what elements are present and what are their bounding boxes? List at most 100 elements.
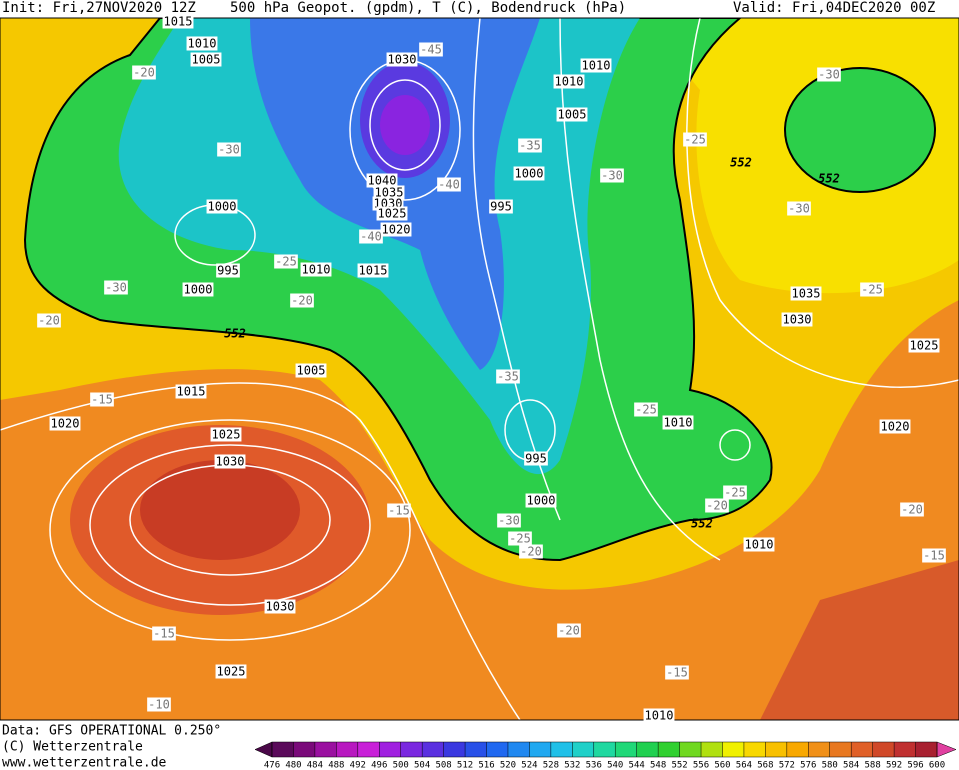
temperature-label-box — [497, 513, 521, 528]
pressure-label: 1035 — [792, 287, 821, 301]
colorbar-segment — [636, 742, 659, 757]
colorbar-tick-label: 512 — [457, 761, 473, 770]
pressure-label-box — [743, 537, 775, 552]
pressure-label: 1030 — [266, 600, 295, 614]
temperature-label: -25 — [684, 133, 706, 147]
temperature-label: -30 — [498, 514, 520, 528]
pressure-label-box — [300, 262, 332, 277]
temperature-label-box — [922, 548, 946, 563]
field-green-east — [784, 67, 936, 193]
pressure-label: 1010 — [745, 538, 774, 552]
temperature-label: -15 — [923, 549, 945, 563]
pressure-label: 1010 — [555, 75, 584, 89]
isobar — [89, 444, 371, 606]
temperature-label: -10 — [148, 698, 170, 712]
isobar — [686, 18, 959, 388]
colorbar-segment — [443, 742, 466, 757]
pressure-label-box — [908, 338, 940, 353]
pressure-label-box — [489, 199, 513, 214]
height-label: 552 — [224, 327, 246, 341]
temperature-label: -15 — [388, 504, 410, 518]
pressure-label: 1010 — [582, 59, 611, 73]
temperature-label-box — [683, 132, 707, 147]
pressure-label-box — [556, 107, 588, 122]
temperature-label: -30 — [788, 202, 810, 216]
pressure-label-box — [781, 312, 813, 327]
isobar — [559, 18, 721, 561]
pressure-label-box — [790, 286, 822, 301]
colorbar-tick-label: 556 — [693, 761, 709, 770]
temperature-label: -30 — [218, 143, 240, 157]
colorbar-tick-label: 596 — [907, 761, 923, 770]
pressure-label-box — [214, 454, 246, 469]
copyright: (C) Wetterzentrale — [2, 740, 143, 755]
temperature-label: -20 — [558, 624, 580, 638]
temperature-label-box — [557, 623, 581, 638]
colorbar-segment — [786, 742, 809, 757]
colorbar-tick-label: 564 — [736, 761, 752, 770]
isobar — [369, 79, 441, 171]
colorbar-segment — [336, 742, 359, 757]
field-high-core — [140, 460, 300, 560]
colorbar-segment — [851, 742, 874, 757]
temperature-label-box — [900, 502, 924, 517]
colorbar-segment — [357, 742, 380, 757]
temperature-label: -30 — [601, 169, 623, 183]
temperature-label-box — [437, 177, 461, 192]
isobar — [49, 419, 411, 641]
colorbar-tick-label: 484 — [307, 761, 323, 770]
colorbar-tick-label: 504 — [414, 761, 430, 770]
pressure-label: 1015 — [164, 15, 193, 29]
temperature-label: -35 — [497, 370, 519, 384]
field-red — [760, 560, 959, 720]
pressure-label: 1025 — [910, 339, 939, 353]
colorbar-segment — [872, 742, 895, 757]
colorbar-segment — [314, 742, 337, 757]
temperature-label: -40 — [438, 178, 460, 192]
temperature-label: -25 — [275, 255, 297, 269]
temperature-label-box — [104, 280, 128, 295]
temperature-label-box — [860, 282, 884, 297]
pressure-label: 1030 — [388, 53, 417, 67]
pressure-label-box — [357, 263, 389, 278]
colorbar-tick-label: 592 — [886, 761, 902, 770]
colorbar-tick-label: 500 — [393, 761, 409, 770]
colorbar-tick-label: 520 — [500, 761, 516, 770]
pressure-label-box — [264, 599, 296, 614]
isobar — [719, 429, 751, 461]
pressure-label: 1000 — [515, 167, 544, 181]
colorbar-segment — [593, 742, 616, 757]
temperature-label-box — [519, 544, 543, 559]
map-title: 500 hPa Geopot. (gpdm), T (C), Bodendruc… — [230, 0, 626, 16]
pressure-label: 1000 — [184, 283, 213, 297]
map-frame — [0, 17, 959, 721]
pressure-label-box — [373, 185, 405, 200]
colorbar-tick-label: 584 — [843, 761, 859, 770]
temperature-label: -25 — [861, 283, 883, 297]
temperature-label-box — [274, 254, 298, 269]
colorbar-tick-label: 544 — [629, 761, 645, 770]
colorbar-tick-label: 568 — [757, 761, 773, 770]
colorbar-tick-label: 516 — [478, 761, 494, 770]
temperature-label-box — [600, 168, 624, 183]
temperature-label-box — [419, 42, 443, 57]
colorbar-segment — [679, 742, 702, 757]
pressure-label-box — [162, 14, 194, 29]
pressure-label-box — [380, 222, 412, 237]
temperature-label: -45 — [420, 43, 442, 57]
pressure-label: 1010 — [302, 263, 331, 277]
pressure-label-box — [879, 419, 911, 434]
temperature-label-box — [723, 485, 747, 500]
temperature-label-box — [787, 201, 811, 216]
pressure-label-box — [376, 206, 408, 221]
temperature-label: -15 — [666, 666, 688, 680]
pressure-label: 1010 — [188, 37, 217, 51]
temperature-label: -25 — [724, 486, 746, 500]
temperature-label-box — [387, 503, 411, 518]
colorbar-segment — [486, 742, 509, 757]
colorbar-segment — [808, 742, 831, 757]
temperature-label-box — [705, 498, 729, 513]
temperature-label: -15 — [153, 627, 175, 641]
isobar — [472, 18, 561, 521]
map — [0, 18, 959, 720]
